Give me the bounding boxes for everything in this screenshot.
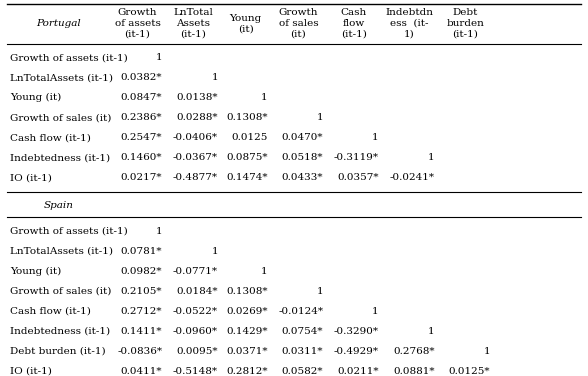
Text: 0.0138*: 0.0138* bbox=[176, 93, 218, 102]
Text: Portugal: Portugal bbox=[36, 19, 81, 28]
Text: LnTotalAssets (it-1): LnTotalAssets (it-1) bbox=[10, 73, 113, 82]
Text: -0.3119*: -0.3119* bbox=[334, 153, 379, 162]
Text: -0.3290*: -0.3290* bbox=[334, 327, 379, 336]
Text: LnTotal
Assets
(it-1): LnTotal Assets (it-1) bbox=[173, 9, 213, 38]
Text: 0.0184*: 0.0184* bbox=[176, 287, 218, 296]
Text: 0.0269*: 0.0269* bbox=[226, 307, 268, 316]
Text: 0.0357*: 0.0357* bbox=[338, 173, 379, 182]
Text: -0.5148*: -0.5148* bbox=[173, 367, 218, 376]
Text: 1: 1 bbox=[211, 73, 218, 82]
Text: -0.0241*: -0.0241* bbox=[389, 173, 435, 182]
Text: 1: 1 bbox=[261, 93, 268, 102]
Text: Cash flow (it-1): Cash flow (it-1) bbox=[10, 307, 91, 316]
Text: 0.0582*: 0.0582* bbox=[282, 367, 323, 376]
Text: 0.0125: 0.0125 bbox=[231, 133, 268, 142]
Text: 0.0382*: 0.0382* bbox=[121, 73, 162, 82]
Text: 0.0288*: 0.0288* bbox=[176, 113, 218, 122]
Text: Cash flow (it-1): Cash flow (it-1) bbox=[10, 133, 91, 142]
Text: 1: 1 bbox=[428, 153, 435, 162]
Text: Young (it): Young (it) bbox=[10, 267, 61, 276]
Text: 0.0881*: 0.0881* bbox=[393, 367, 435, 376]
Text: 0.2768*: 0.2768* bbox=[393, 347, 435, 356]
Text: 1: 1 bbox=[156, 53, 162, 62]
Text: 0.0095*: 0.0095* bbox=[176, 347, 218, 356]
Text: 0.0125*: 0.0125* bbox=[449, 367, 490, 376]
Text: 0.0311*: 0.0311* bbox=[282, 347, 323, 356]
Text: 1: 1 bbox=[372, 133, 379, 142]
Text: 0.1308*: 0.1308* bbox=[226, 113, 268, 122]
Text: -0.0960*: -0.0960* bbox=[173, 327, 218, 336]
Text: Indebtdn
ess  (it-
1): Indebtdn ess (it- 1) bbox=[386, 9, 433, 38]
Text: 0.0847*: 0.0847* bbox=[121, 93, 162, 102]
Text: -0.0771*: -0.0771* bbox=[173, 267, 218, 276]
Text: 0.0211*: 0.0211* bbox=[338, 367, 379, 376]
Text: 0.2712*: 0.2712* bbox=[121, 307, 162, 316]
Text: -0.4929*: -0.4929* bbox=[334, 347, 379, 356]
Text: 0.0982*: 0.0982* bbox=[121, 267, 162, 276]
Text: 0.0433*: 0.0433* bbox=[282, 173, 323, 182]
Text: Growth of assets (it-1): Growth of assets (it-1) bbox=[10, 227, 128, 236]
Text: 0.1308*: 0.1308* bbox=[226, 287, 268, 296]
Text: 1: 1 bbox=[316, 113, 323, 122]
Text: 0.0781*: 0.0781* bbox=[121, 247, 162, 256]
Text: -0.4877*: -0.4877* bbox=[173, 173, 218, 182]
Text: LnTotalAssets (it-1): LnTotalAssets (it-1) bbox=[10, 247, 113, 256]
Text: Growth of sales (it): Growth of sales (it) bbox=[10, 113, 112, 122]
Text: 1: 1 bbox=[428, 327, 435, 336]
Text: Spain: Spain bbox=[44, 201, 74, 210]
Text: 0.0371*: 0.0371* bbox=[226, 347, 268, 356]
Text: 0.0754*: 0.0754* bbox=[282, 327, 323, 336]
Text: Cash
flow
(it-1): Cash flow (it-1) bbox=[341, 9, 367, 38]
Text: Indebtedness (it-1): Indebtedness (it-1) bbox=[10, 153, 111, 162]
Text: -0.0836*: -0.0836* bbox=[118, 347, 162, 356]
Text: IO (it-1): IO (it-1) bbox=[10, 367, 52, 376]
Text: 1: 1 bbox=[316, 287, 323, 296]
Text: Debt burden (it-1): Debt burden (it-1) bbox=[10, 347, 106, 356]
Text: 1: 1 bbox=[211, 247, 218, 256]
Text: 1: 1 bbox=[483, 347, 490, 356]
Text: 0.0470*: 0.0470* bbox=[282, 133, 323, 142]
Text: Young
(it): Young (it) bbox=[229, 14, 262, 33]
Text: -0.0522*: -0.0522* bbox=[173, 307, 218, 316]
Text: 0.2812*: 0.2812* bbox=[226, 367, 268, 376]
Text: 0.2386*: 0.2386* bbox=[121, 113, 162, 122]
Text: Growth of sales (it): Growth of sales (it) bbox=[10, 287, 112, 296]
Text: Young (it): Young (it) bbox=[10, 93, 61, 102]
Text: IO (it-1): IO (it-1) bbox=[10, 173, 52, 182]
Text: 0.0875*: 0.0875* bbox=[226, 153, 268, 162]
Text: Growth
of sales
(it): Growth of sales (it) bbox=[279, 9, 318, 38]
Text: 1: 1 bbox=[156, 227, 162, 236]
Text: 0.0411*: 0.0411* bbox=[121, 367, 162, 376]
Text: 0.1474*: 0.1474* bbox=[226, 173, 268, 182]
Text: 0.1429*: 0.1429* bbox=[226, 327, 268, 336]
Text: 0.1460*: 0.1460* bbox=[121, 153, 162, 162]
Text: Indebtedness (it-1): Indebtedness (it-1) bbox=[10, 327, 111, 336]
Text: 1: 1 bbox=[372, 307, 379, 316]
Text: Growth of assets (it-1): Growth of assets (it-1) bbox=[10, 53, 128, 62]
Text: 0.0518*: 0.0518* bbox=[282, 153, 323, 162]
Text: 0.0217*: 0.0217* bbox=[121, 173, 162, 182]
Text: Growth
of assets
(it-1): Growth of assets (it-1) bbox=[115, 9, 161, 38]
Text: 0.2105*: 0.2105* bbox=[121, 287, 162, 296]
Text: -0.0367*: -0.0367* bbox=[173, 153, 218, 162]
Text: 0.2547*: 0.2547* bbox=[121, 133, 162, 142]
Text: -0.0124*: -0.0124* bbox=[278, 307, 323, 316]
Text: 1: 1 bbox=[261, 267, 268, 276]
Text: -0.0406*: -0.0406* bbox=[173, 133, 218, 142]
Text: 0.1411*: 0.1411* bbox=[121, 327, 162, 336]
Text: Debt
burden
(it-1): Debt burden (it-1) bbox=[446, 9, 484, 38]
